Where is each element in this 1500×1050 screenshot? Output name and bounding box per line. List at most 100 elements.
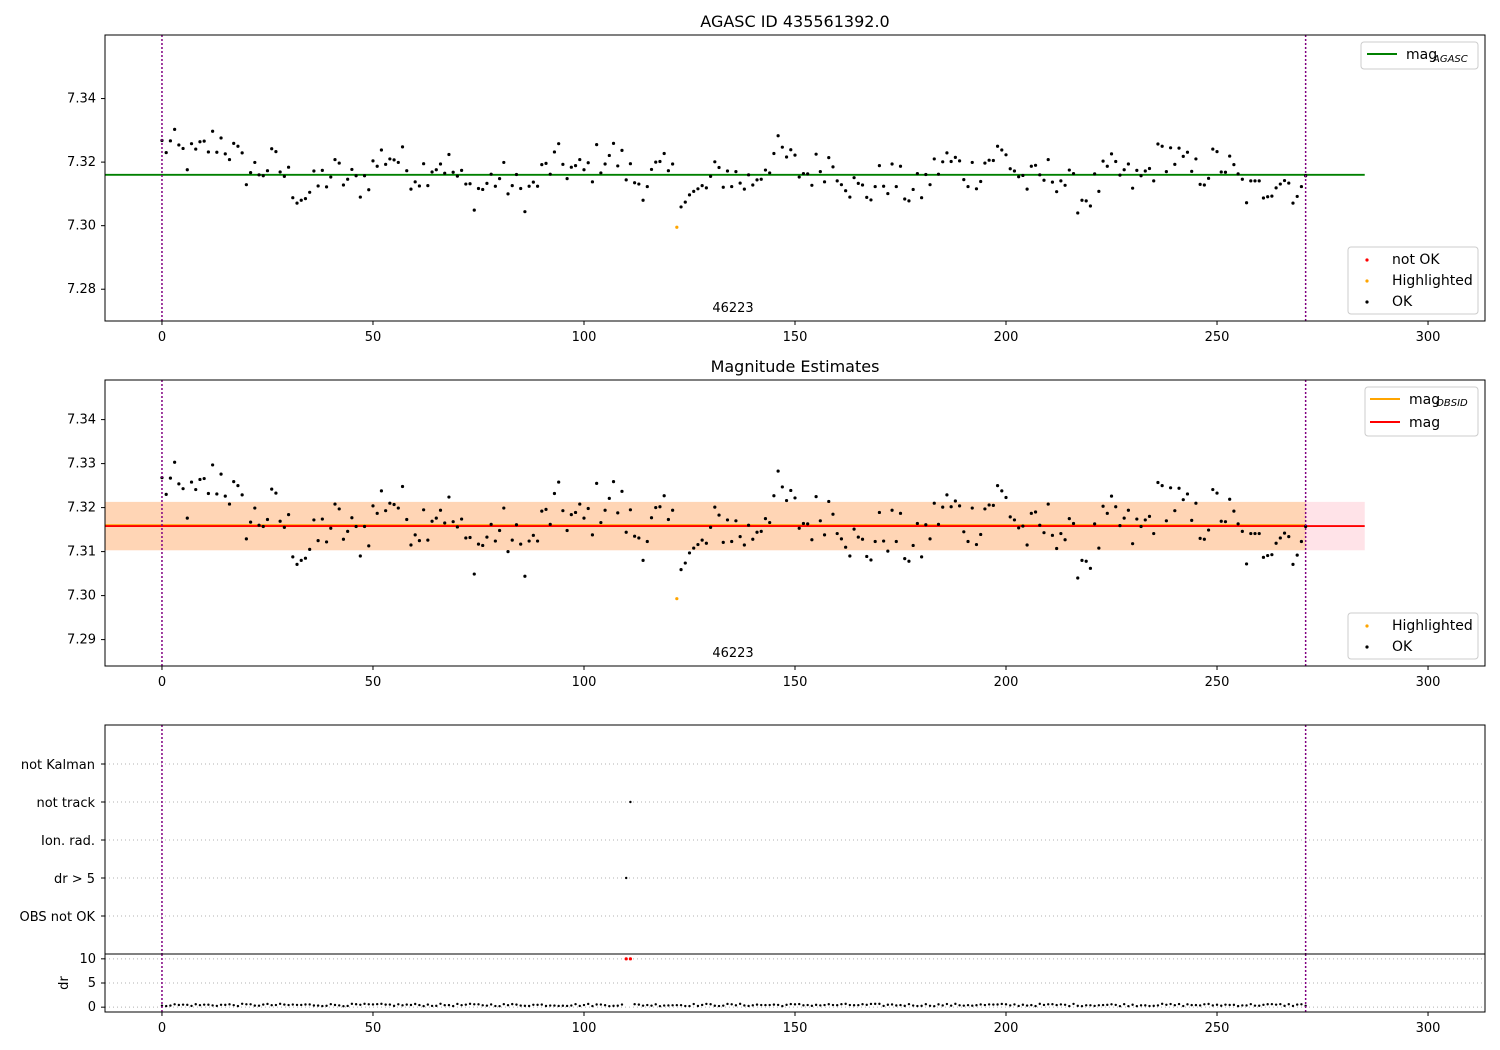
ok-data-point [1147,514,1152,519]
dr-data-point [190,1004,193,1008]
dr-data-point [549,1004,552,1007]
dr-data-point [409,1003,413,1007]
ok-data-point [1274,541,1278,545]
ok-data-point [991,158,995,163]
dr-data-point [194,1003,197,1006]
dr-data-point [844,1002,847,1006]
ok-data-point [447,152,451,157]
dr-data-point [1207,1002,1210,1006]
ok-data-point [1211,147,1215,151]
dr-data-point [253,1004,257,1007]
ok-data-point [468,182,472,186]
dr-data-point [751,1004,754,1007]
x-tick-label: 250 [1205,1021,1230,1036]
ok-data-point [1181,498,1185,502]
ok-data-point [1025,543,1029,547]
dr-data-point [1160,1002,1164,1006]
ok-data-point [704,541,708,545]
ok-data-point [890,162,894,166]
y-tick-label: 10 [79,952,96,967]
ok-data-point [312,518,316,522]
dr-data-point [384,1003,387,1006]
ok-data-point [371,504,375,508]
ok-data-point [552,150,557,154]
ok-data-point [751,537,755,541]
ok-data-point [692,546,696,550]
dr-data-point [561,1004,565,1007]
dr-data-point [903,1004,906,1008]
magnitude-estimates-panel: Magnitude Estimates 0 50 100 150 200 250 300 7.… [67,357,1486,690]
dr-data-point [1030,1003,1033,1007]
ok-data-point [1261,555,1266,559]
dr-data-point [333,1003,337,1007]
ok-data-point [417,539,422,543]
ok-data-point [1122,516,1126,520]
ok-data-point [628,162,633,166]
ok-data-point [721,540,725,544]
dr-data-point [578,1004,581,1008]
dr-data-point [793,1003,797,1006]
ok-data-point [624,178,628,182]
ok-data-point [1287,535,1291,539]
ok-data-point [738,181,742,185]
y-tick-label: 0 [88,1000,96,1015]
dr-data-point [215,1004,219,1008]
ok-data-point [1232,509,1236,513]
ok-data-point [1059,531,1063,536]
ok-data-point [654,160,658,164]
ok-data-point [962,530,966,534]
ok-data-point [561,162,565,166]
ok-data-point [882,184,886,188]
ok-data-point [1008,167,1012,171]
dr-data-point [895,1004,898,1007]
ok-data-point [295,562,299,566]
ok-data-point [590,180,595,184]
dr-data-point [489,1003,493,1006]
ok-data-point [683,200,687,204]
ok-data-point [1282,178,1287,183]
ok-data-point [1198,536,1202,541]
ok-data-point [1021,173,1025,178]
y-tick-label: 7.34 [67,413,96,428]
ok-data-point [822,180,827,184]
dr-data-point [823,1003,826,1007]
dr-data-point [1228,1003,1231,1007]
ok-data-point [535,539,540,543]
dr-data-point [907,1002,911,1006]
ok-data-point [696,542,700,547]
dr-data-point [671,1004,674,1007]
ok-data-point [1004,495,1008,500]
ok-data-point [519,542,523,546]
ok-data-point [738,535,742,539]
dr-data-point [207,1003,210,1006]
ok-data-point [869,198,873,202]
ok-data-point [789,488,793,493]
ok-data-point [658,505,662,509]
dr-data-point [1241,1004,1244,1007]
ok-data-point [1038,523,1042,527]
dr-data-point [1025,1004,1029,1007]
dr-data-point [1059,1003,1063,1006]
ok-data-point [818,519,822,523]
dr-data-point [278,1002,282,1006]
ok-data-point [270,487,274,491]
ok-data-point [797,526,801,530]
x-tick-label: 150 [783,675,808,690]
ok-data-point [1071,521,1076,526]
ok-data-point [970,506,974,510]
ok-data-point [185,516,189,520]
ok-data-point [974,542,979,547]
ok-data-point [409,543,413,547]
dr-data-point [1118,1004,1122,1008]
dr-data-point [755,1003,759,1006]
dr-data-point [232,1003,235,1007]
ok-data-point [443,171,447,175]
ok-data-point [265,517,270,522]
ok-data-point [898,511,903,515]
ok-data-point [734,519,738,523]
dr-data-point [882,1004,885,1008]
x-tick-label: 200 [994,1021,1019,1036]
ok-data-point [713,505,717,509]
ok-data-point [941,160,945,164]
dr-data-point [785,1003,788,1007]
